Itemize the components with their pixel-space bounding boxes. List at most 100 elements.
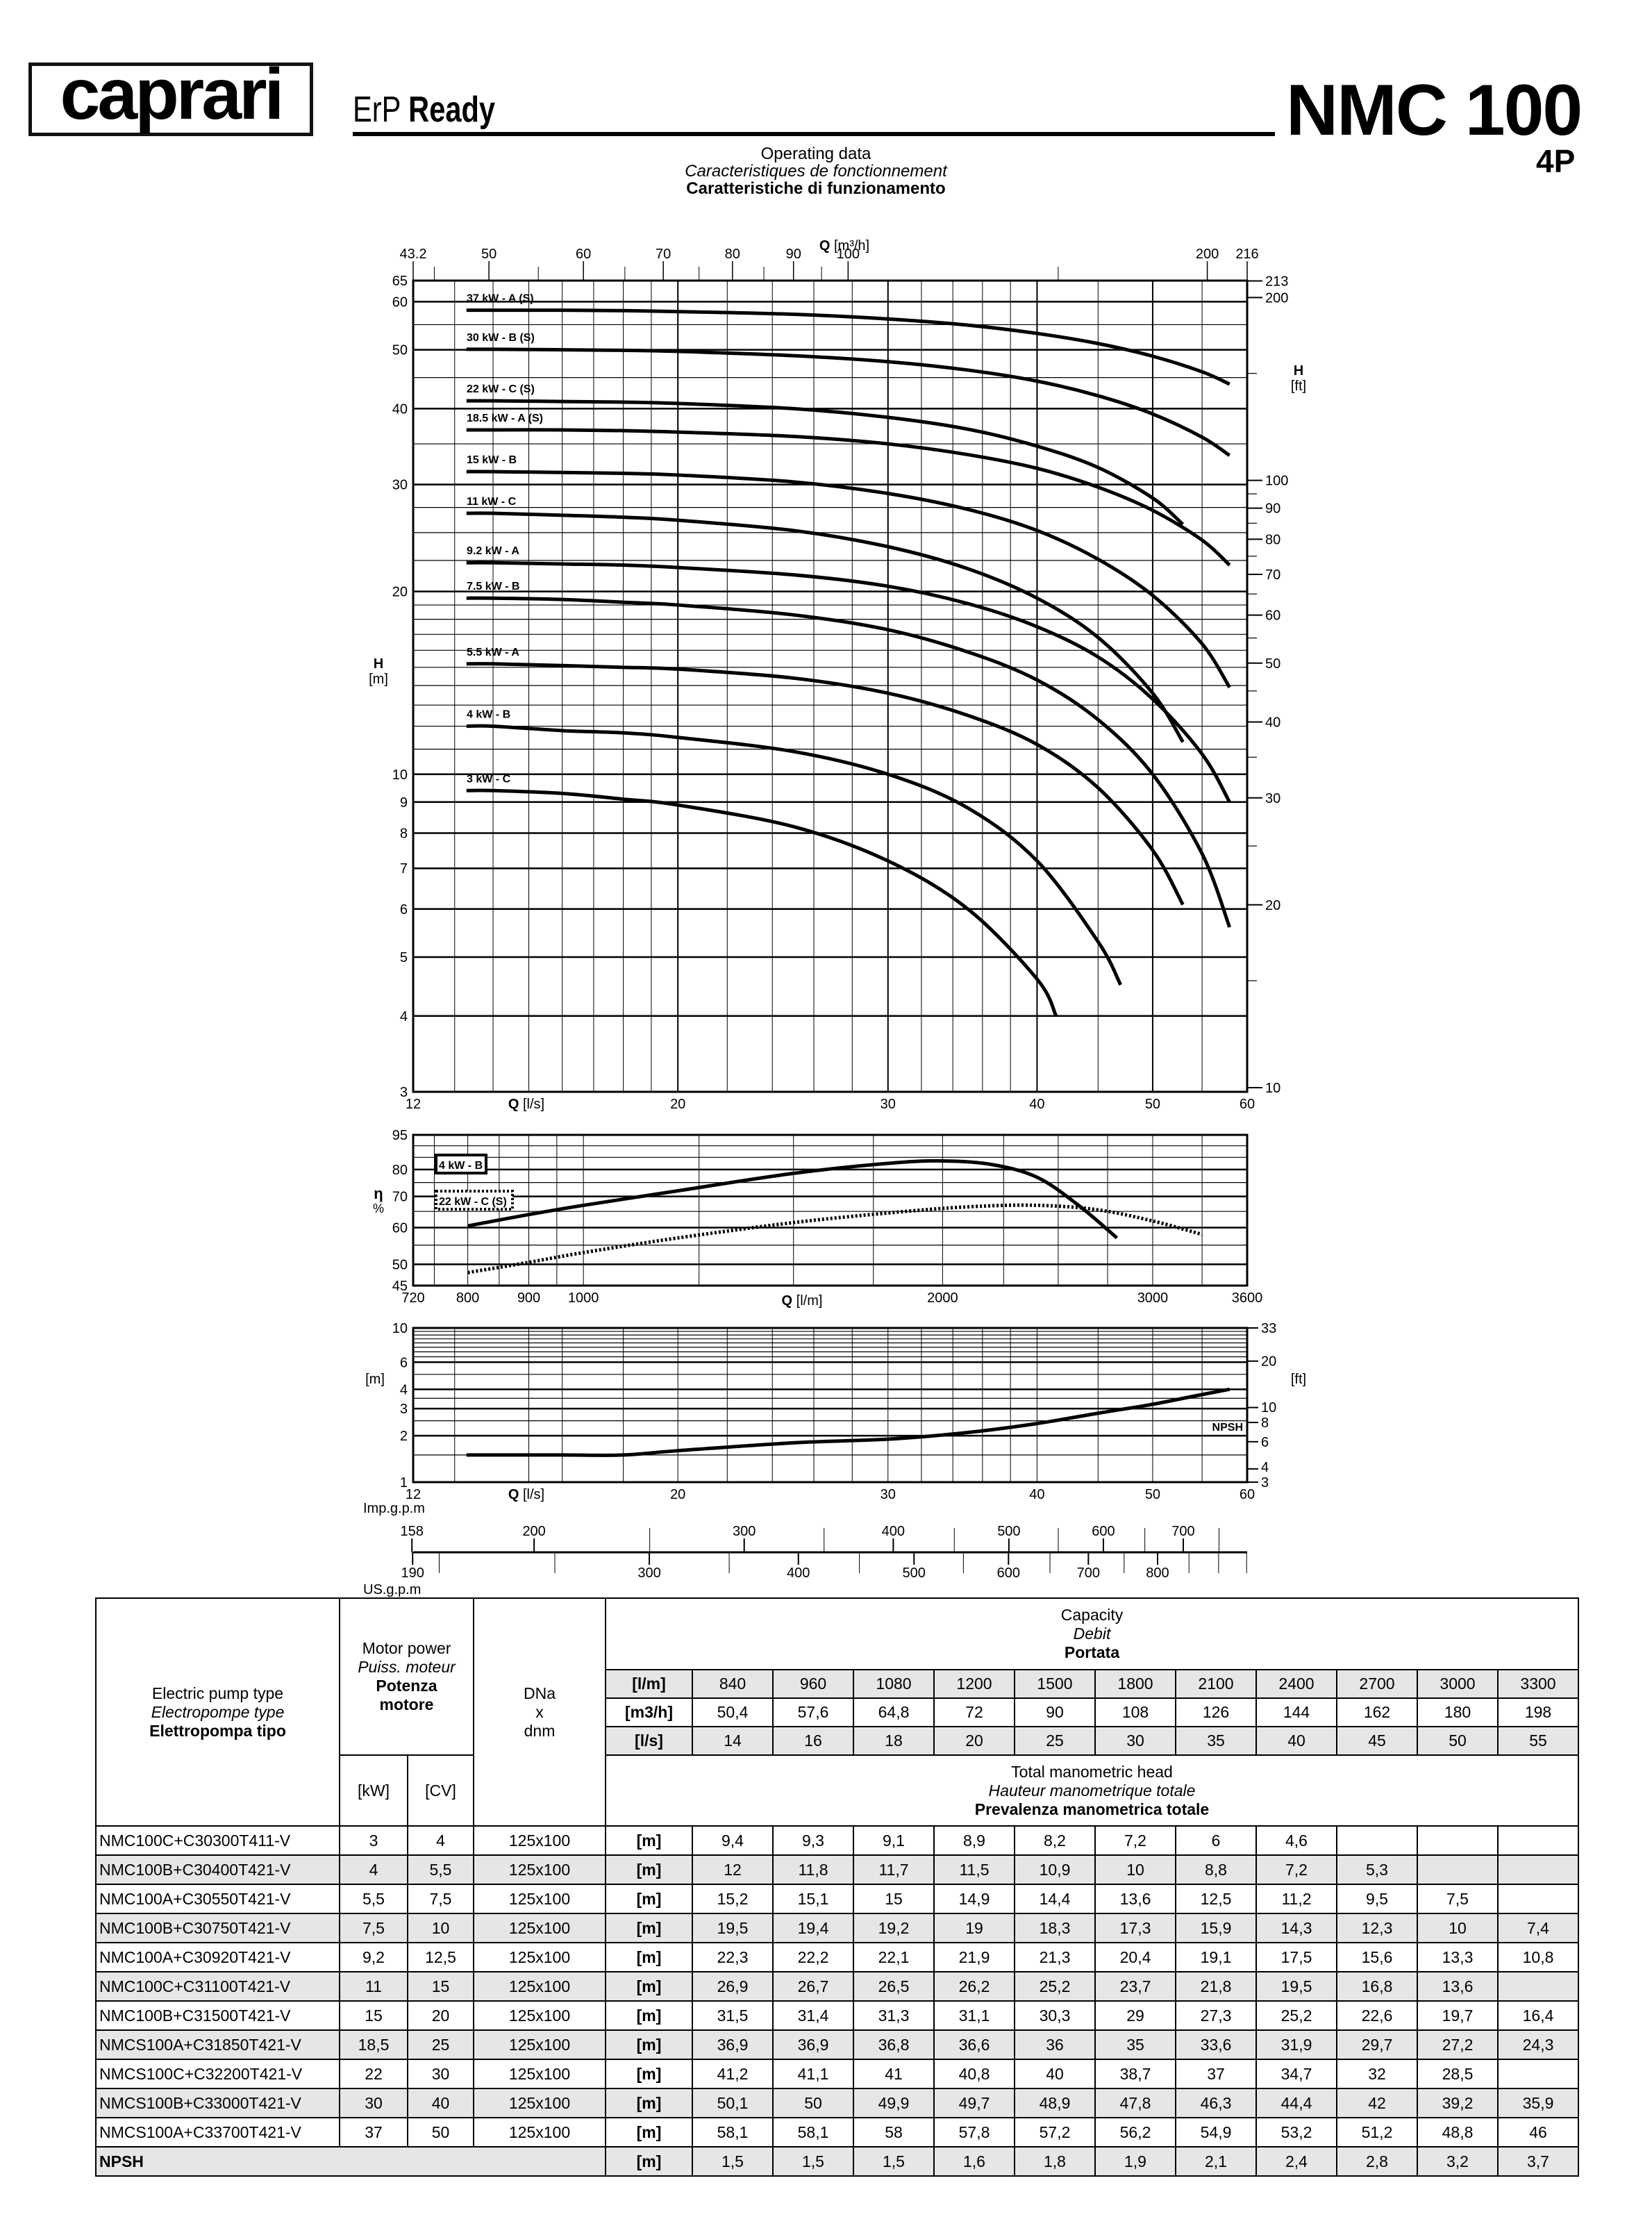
top-tick-label: 100 [837, 247, 860, 262]
flow-value-cell: 1200 [933, 1669, 1015, 1699]
dn-header-l3: dnm [524, 1721, 556, 1740]
flow-value-cell: 50,4 [692, 1697, 774, 1727]
flow-value-cell: 840 [692, 1669, 774, 1699]
legend-label: 22 kW - C (S) [439, 1196, 507, 1208]
legend-box [435, 1154, 487, 1174]
head-value-cell: 31,9 [1255, 2029, 1337, 2060]
npsh-value-cell: 1,6 [933, 2146, 1015, 2177]
imp-tick-label: 500 [997, 1524, 1020, 1539]
eff-y-tick-label: 95 [392, 1128, 408, 1143]
head-value-cell: 27,3 [1175, 2000, 1257, 2031]
flow-value-cell: 55 [1497, 1726, 1579, 1756]
head-value-cell: 15,9 [1175, 1913, 1257, 1943]
model-title: NMC 100 [1286, 70, 1583, 151]
npsh-value-cell: 3,2 [1417, 2146, 1499, 2177]
eff-y-tick-label: 80 [392, 1163, 408, 1178]
cv-cell: 25 [407, 2029, 474, 2060]
head-value-cell: 17,3 [1094, 1913, 1176, 1943]
npsh-y-tick-label: 3 [400, 1402, 408, 1417]
y2-axis-unit: [ft] [1291, 379, 1306, 394]
head-value-cell: 19,5 [1255, 1971, 1337, 2002]
head-value-cell: 36,8 [853, 2029, 935, 2060]
head-value-cell: 7,5 [1417, 1884, 1499, 1914]
npsh-right-tick-label: 4 [1261, 1460, 1269, 1475]
npsh-value-cell: 1,5 [853, 2146, 935, 2177]
pump-type-cell: NMC100B+C30750T421-V [95, 1913, 340, 1943]
head-value-cell: 10 [1417, 1913, 1499, 1943]
header-rule [353, 132, 1275, 136]
right-tick-label: 10 [1265, 1081, 1280, 1096]
motor-power-header-it: Potenza motore [376, 1677, 437, 1713]
y-tick-label: 7 [400, 861, 408, 877]
y-tick-label: 5 [400, 950, 408, 965]
head-value-cell: 36,9 [692, 2029, 774, 2060]
flow-unit-cell: [l/s] [605, 1726, 693, 1756]
head-value-cell: 26,5 [853, 1971, 935, 2002]
head-value-cell: 40 [1014, 2059, 1096, 2089]
npsh-row: NPSH [m] 1,5 1,5 1,5 1,6 1,8 1,9 2,1 2,4 2,8 3,2 3,7 [95, 2146, 1579, 2177]
eff-y-tick-label: 60 [392, 1220, 408, 1236]
head-value-cell: 11,7 [853, 1854, 935, 1885]
unit-cell: [m] [605, 1854, 693, 1885]
dn-cell: 125x100 [473, 2088, 606, 2118]
npsh-x-tick-label: 30 [881, 1487, 896, 1502]
flow-value-cell: 162 [1336, 1697, 1418, 1727]
head-value-cell: 4,6 [1255, 1825, 1337, 1856]
head-value-cell: 31,3 [853, 2000, 935, 2031]
unit-cell: [m] [605, 2088, 693, 2118]
head-value-cell: 56,2 [1094, 2117, 1176, 2148]
curve-label: 4 kW - B [467, 709, 510, 721]
cv-cell: 40 [407, 2088, 474, 2118]
head-value-cell [1497, 1854, 1579, 1885]
head-value-cell: 22,1 [853, 1942, 935, 1972]
brand-name: caprari [60, 54, 285, 135]
performance-table: Electric pump type Electropompe type Elett… [95, 1597, 1579, 2177]
motor-power-header: Motor power Puiss. moteur Potenza motore [339, 1597, 474, 1756]
y-tick-label: 6 [400, 902, 408, 917]
dn-cell: 125x100 [473, 1854, 606, 1885]
head-value-cell: 23,7 [1094, 1971, 1176, 2002]
cv-cell: 10 [407, 1913, 474, 1943]
curve-label: 5.5 kW - A [467, 647, 519, 658]
head-value-cell: 46,3 [1175, 2088, 1257, 2118]
pump-type-header-it: Elettropompa tipo [149, 1721, 286, 1740]
head-value-cell [1417, 1825, 1499, 1856]
y2-axis-label: H [1294, 363, 1303, 379]
head-value-cell: 41,1 [772, 2059, 854, 2089]
flow-unit-cell: [m3/h] [605, 1697, 693, 1727]
flow-value-cell: 108 [1094, 1697, 1176, 1727]
flow-value-cell: 960 [772, 1669, 854, 1699]
npsh-curve-label: NPSH [1212, 1422, 1243, 1434]
head-value-cell: 15,2 [692, 1884, 774, 1914]
npsh-right-tick-label: 20 [1261, 1354, 1276, 1370]
head-value-cell: 46 [1497, 2117, 1579, 2148]
head-value-cell: 24,3 [1497, 2029, 1579, 2060]
head-value-cell: 29,7 [1336, 2029, 1418, 2060]
head-value-cell: 8,8 [1175, 1854, 1257, 1885]
head-value-cell: 21,8 [1175, 1971, 1257, 2002]
x-tick-label: 50 [1145, 1097, 1160, 1112]
head-value-cell: 13,3 [1417, 1942, 1499, 1972]
top-tick-label: 50 [481, 247, 497, 262]
table-row: NMCS100B+C33000T421-V 30 40 125x100 [m] 50,1 5… [95, 2088, 1579, 2118]
us-tick-label: 600 [997, 1565, 1020, 1581]
dn-cell: 125x100 [473, 1942, 606, 1972]
head-value-cell: 15,6 [1336, 1942, 1418, 1972]
flow-value-cell: 14 [692, 1726, 774, 1756]
flow-value-cell: 35 [1175, 1726, 1257, 1756]
subtitle-it: Caratteristiche di funzionamento [686, 179, 946, 198]
head-value-cell: 10 [1094, 1854, 1176, 1885]
cv-cell: 20 [407, 2000, 474, 2031]
poles-label: 4P [1536, 143, 1576, 179]
head-value-cell: 10,9 [1014, 1854, 1096, 1885]
flow-value-cell: 25 [1014, 1726, 1096, 1756]
pump-type-header-fr: Electropompe type [151, 1702, 285, 1721]
head-value-cell: 11,5 [933, 1854, 1015, 1885]
npsh-y-tick-label: 1 [400, 1475, 408, 1490]
head-value-cell: 50 [772, 2088, 854, 2118]
npsh-x-axis-label: Q [l/s] [508, 1487, 544, 1502]
head-value-cell: 19,7 [1417, 2000, 1499, 2031]
eff-x-tick-label: 3600 [1232, 1290, 1263, 1306]
pump-type-cell: NMC100C+C31100T421-V [95, 1971, 340, 2002]
flow-value-cell: 2400 [1255, 1669, 1337, 1699]
